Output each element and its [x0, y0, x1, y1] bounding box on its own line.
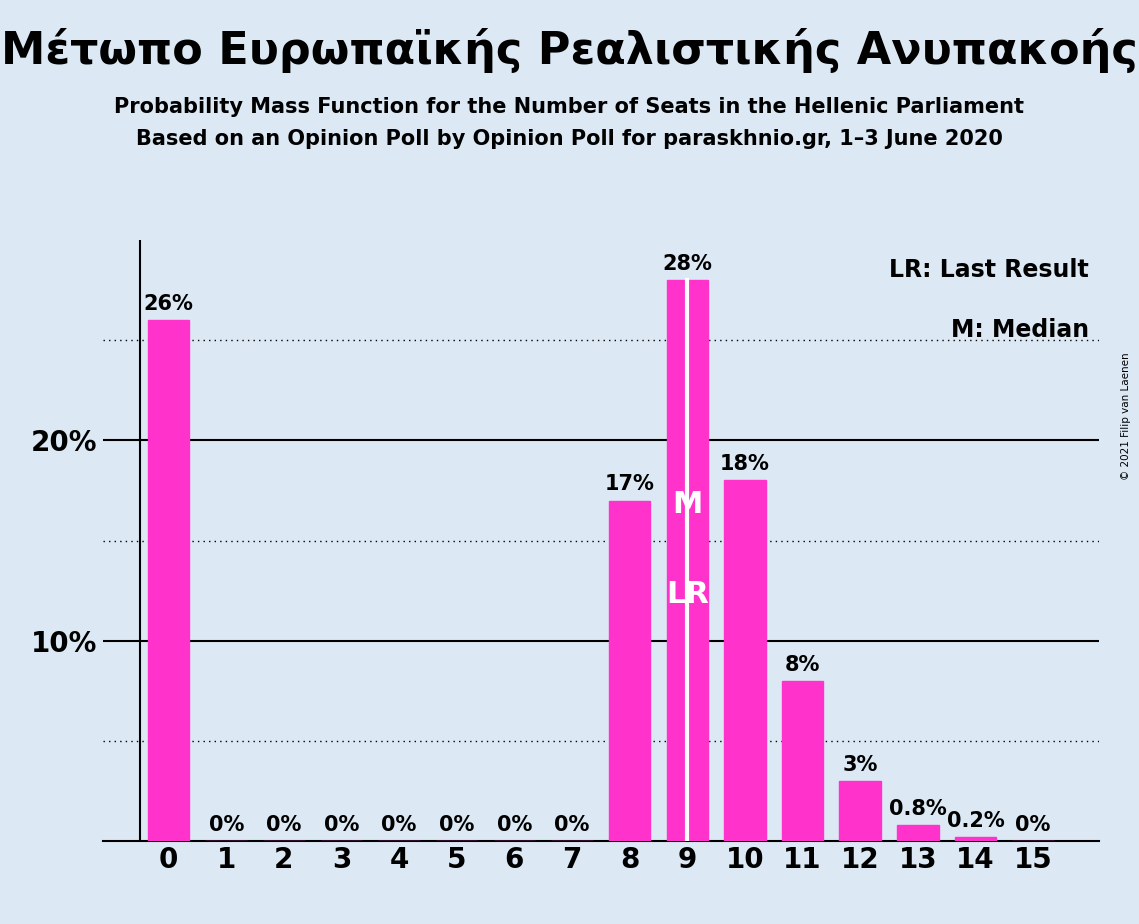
Text: 17%: 17% [605, 475, 655, 494]
Text: 0%: 0% [323, 815, 359, 835]
Text: 3%: 3% [843, 755, 878, 774]
Text: Based on an Opinion Poll by Opinion Poll for paraskhnio.gr, 1–3 June 2020: Based on an Opinion Poll by Opinion Poll… [136, 129, 1003, 150]
Text: 0%: 0% [382, 815, 417, 835]
Text: 0%: 0% [497, 815, 532, 835]
Text: Μέτωπο Ευρωπαϊκής Ρεαλιστικής Ανυπακοής: Μέτωπο Ευρωπαϊκής Ρεαλιστικής Ανυπακοής [1, 28, 1138, 73]
Text: 18%: 18% [720, 455, 770, 475]
Text: 28%: 28% [663, 254, 712, 274]
Bar [609, 501, 650, 841]
Bar [781, 681, 823, 841]
Text: 0%: 0% [555, 815, 590, 835]
Bar [666, 280, 708, 841]
Bar [839, 781, 880, 841]
Bar [954, 837, 997, 841]
Text: 8%: 8% [785, 655, 820, 675]
Text: © 2021 Filip van Laenen: © 2021 Filip van Laenen [1121, 352, 1131, 480]
Text: Probability Mass Function for the Number of Seats in the Hellenic Parliament: Probability Mass Function for the Number… [115, 97, 1024, 117]
Text: 0%: 0% [439, 815, 475, 835]
Text: 0%: 0% [208, 815, 244, 835]
Text: 0.2%: 0.2% [947, 811, 1005, 831]
Text: 26%: 26% [144, 295, 194, 314]
Bar [898, 825, 939, 841]
Text: 0.8%: 0.8% [888, 799, 947, 819]
Text: M: Median: M: Median [951, 318, 1089, 342]
Bar [724, 480, 765, 841]
Text: LR: Last Result: LR: Last Result [890, 259, 1089, 282]
Text: 0%: 0% [267, 815, 302, 835]
Bar [148, 321, 189, 841]
Text: M: M [672, 490, 703, 519]
Text: 0%: 0% [1015, 815, 1051, 835]
Text: LR: LR [666, 579, 708, 609]
